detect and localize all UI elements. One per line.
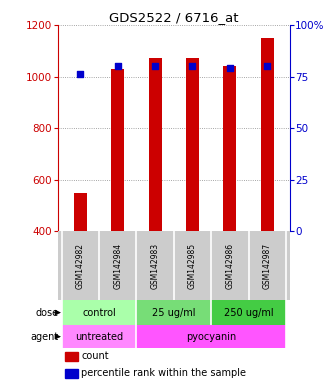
Text: GSM142987: GSM142987: [263, 243, 272, 289]
Text: GSM142982: GSM142982: [76, 243, 85, 289]
Text: agent: agent: [30, 332, 58, 342]
Text: untreated: untreated: [75, 332, 123, 342]
Bar: [211, 300, 286, 325]
Bar: [65, 369, 77, 377]
Text: dose: dose: [35, 308, 58, 318]
Bar: [136, 325, 286, 348]
Bar: [261, 38, 274, 231]
Bar: [62, 300, 136, 325]
Text: pyocyanin: pyocyanin: [186, 332, 236, 342]
Text: GSM142983: GSM142983: [151, 243, 160, 289]
Bar: [74, 192, 87, 231]
Text: 25 ug/ml: 25 ug/ml: [152, 308, 196, 318]
Bar: [136, 300, 211, 325]
Point: [190, 63, 195, 69]
Bar: [223, 66, 236, 231]
Text: 250 ug/ml: 250 ug/ml: [224, 308, 273, 318]
Point: [153, 63, 158, 69]
Text: GSM142984: GSM142984: [113, 243, 122, 289]
Text: count: count: [81, 351, 109, 361]
Point: [264, 63, 270, 69]
Text: GSM142986: GSM142986: [225, 243, 234, 289]
Point: [227, 65, 232, 71]
Point: [78, 71, 83, 78]
Bar: [65, 352, 77, 361]
Point: [115, 63, 120, 69]
Bar: [149, 58, 162, 231]
Text: percentile rank within the sample: percentile rank within the sample: [81, 368, 246, 378]
Bar: [186, 58, 199, 231]
Title: GDS2522 / 6716_at: GDS2522 / 6716_at: [109, 11, 239, 24]
Bar: [62, 325, 136, 348]
Bar: [111, 69, 124, 231]
Text: GSM142985: GSM142985: [188, 243, 197, 289]
Text: control: control: [82, 308, 116, 318]
